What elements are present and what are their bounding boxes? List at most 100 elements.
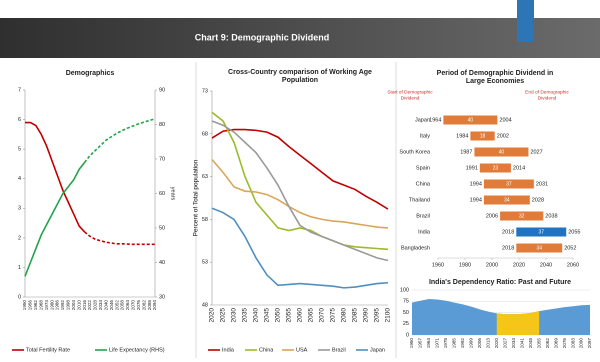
bar	[516, 243, 563, 253]
x-tick-label: 2055	[286, 308, 293, 323]
bar	[479, 163, 511, 173]
end-label: 2028	[532, 197, 544, 203]
start-label: 2018	[502, 229, 514, 235]
y-tick-label: 1	[18, 265, 21, 271]
x-tick-label: 1986	[55, 300, 60, 311]
y-tick-label: 53	[202, 260, 208, 266]
duration-label: 40	[468, 117, 474, 123]
legend-label: Japan	[370, 347, 385, 353]
y2-axis-label: years	[170, 187, 176, 201]
x-tick-label: 2020	[494, 338, 499, 349]
annotation: Dividend	[538, 95, 557, 101]
x-tick-label: 2082	[141, 300, 146, 311]
x-tick-label: 2060	[567, 262, 579, 268]
y2-tick-label: 50	[159, 225, 165, 231]
x-tick-label: 2028	[93, 300, 98, 311]
x-tick-label: 1950	[22, 300, 27, 311]
x-tick-label: 1964	[426, 338, 431, 349]
start-label: 1991	[466, 165, 478, 171]
x-tick-label: 2040	[253, 308, 260, 323]
category-label: Thailand	[409, 197, 430, 203]
chart-title: Population	[282, 77, 318, 84]
y-tick-label: 68	[202, 131, 208, 137]
x-tick-label: 2090	[579, 338, 584, 349]
x-tick-label: 2040	[540, 262, 552, 268]
y-tick-label: 0	[406, 332, 409, 338]
y2-tick-label: 40	[159, 260, 165, 266]
legend-label: India	[222, 347, 235, 353]
x-tick-label: 2010	[76, 300, 81, 311]
y2-tick-label: 80	[159, 122, 165, 128]
x-tick-label: 2040	[103, 300, 108, 311]
y-axis-label: Percent of Total population	[193, 159, 200, 236]
x-tick-label: 2069	[553, 338, 558, 349]
y-tick-label: 6	[18, 117, 21, 123]
x-tick-label: 2055	[536, 338, 541, 349]
y-tick-label: 4	[18, 176, 21, 182]
x-tick-label: 2085	[352, 308, 359, 323]
end-label: 2004	[499, 117, 511, 123]
duration-label: 34	[504, 197, 510, 203]
x-tick-label: 2052	[114, 300, 119, 311]
x-tick-label: 2000	[486, 262, 498, 268]
x-tick-label: 1998	[66, 300, 71, 311]
end-label: 2027	[530, 149, 542, 155]
legend-label: Total Fertility Rate	[26, 347, 70, 353]
x-tick-label: 2097	[587, 338, 592, 349]
x-tick-label: 1999	[469, 338, 474, 349]
x-tick-label: 2095	[374, 308, 381, 323]
y-tick-label: 50	[403, 310, 409, 316]
x-tick-label: 1960	[432, 262, 444, 268]
y2-tick-label: 30	[159, 294, 165, 300]
x-tick-label: 1980	[49, 300, 54, 311]
end-label: 2002	[497, 133, 509, 139]
x-tick-label: 1971	[435, 338, 440, 349]
series-line	[211, 120, 389, 262]
x-tick-label: 2020	[209, 308, 216, 323]
y-tick-label: 63	[202, 174, 208, 180]
end-label: 2052	[564, 245, 576, 251]
start-label: 1994	[470, 181, 482, 187]
x-tick-label: 2020	[513, 262, 525, 268]
x-tick-label: 2013	[486, 338, 491, 349]
y-tick-label: 0	[18, 294, 21, 300]
x-tick-label: 2064	[125, 300, 130, 311]
bar	[474, 147, 529, 157]
chart-title: India's Dependency Ratio: Past and Futur…	[429, 279, 571, 286]
duration-label: 37	[506, 181, 512, 187]
x-tick-label: 1980	[459, 262, 471, 268]
y2-tick-label: 90	[159, 87, 165, 93]
y-tick-label: 25	[403, 321, 409, 327]
x-tick-label: 1992	[60, 300, 65, 311]
chart-title: Large Economies	[466, 78, 524, 85]
legend-label: USA	[296, 347, 308, 353]
legend-label: China	[259, 347, 274, 353]
y-tick-label: 75	[403, 299, 409, 305]
x-tick-label: 2034	[98, 300, 103, 311]
category-label: Bangladesh	[401, 245, 430, 251]
duration-label: 40	[499, 149, 505, 155]
y-tick-label: 100	[400, 287, 409, 293]
series-line	[24, 161, 86, 277]
x-tick-label: 2060	[297, 308, 304, 323]
start-label: 1984	[456, 133, 468, 139]
x-tick-label: 2006	[477, 338, 482, 349]
category-label: Brazil	[416, 213, 430, 219]
x-tick-label: 1956	[28, 300, 33, 311]
y-tick-label: 3	[18, 206, 21, 212]
x-tick-label: 2046	[109, 300, 114, 311]
bar	[516, 227, 567, 237]
series-line	[211, 111, 389, 251]
legend-label: Brazil	[332, 347, 346, 353]
header-title: Chart 9: Demographic Dividend	[195, 32, 330, 42]
category-label: Italy	[420, 133, 430, 139]
x-tick-label: 2004	[71, 300, 76, 311]
legend-label: Life Expectancy (RHS)	[109, 347, 165, 353]
x-tick-label: 2076	[136, 300, 141, 311]
bar	[443, 115, 498, 125]
series-line	[211, 128, 389, 210]
duration-label: 32	[519, 213, 525, 219]
category-label: Spain	[416, 165, 430, 171]
x-tick-label: 2048	[528, 338, 533, 349]
